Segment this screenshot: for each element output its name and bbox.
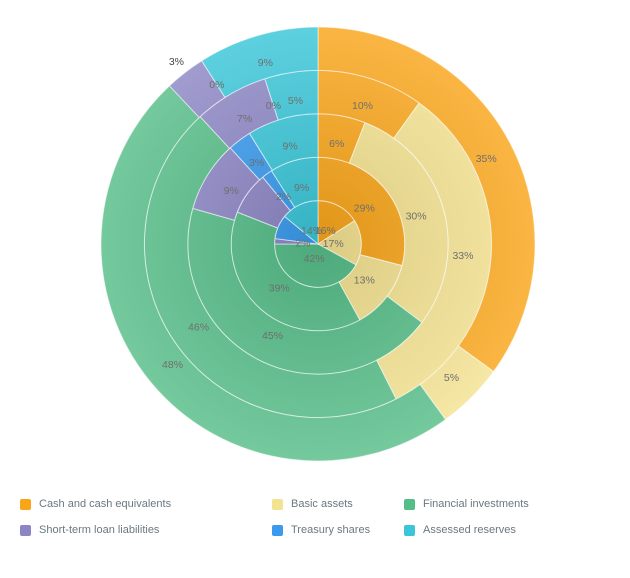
legend-label: Basic assets [291,498,353,510]
legend-label: Assessed reserves [423,524,516,536]
pie-chart-svg: 16%17%42%2%14%29%13%39%2%9%6%30%45%9%3%9… [100,26,536,462]
slice-label: 3% [169,56,184,68]
asset-structure-multi-ring-pie-chart: 16% 17% 42% 2% 14% 29% 13% 39% 2% 9% 6% 30% 45% 9% 3% 9… [100,26,536,462]
pie-slice[interactable] [100,85,447,462]
legend-item-basic-assets[interactable]: Basic assets [272,498,353,510]
legend-swatch-icon [20,498,31,510]
legend-label: Short-term loan liabilities [39,524,160,536]
legend-swatch-icon [404,498,415,510]
pie-slice[interactable] [201,26,319,99]
legend-swatch-icon [272,498,283,510]
legend-item-cash-and-cash-equivalents[interactable]: Cash and cash equivalents [20,498,171,510]
legend-item-assessed-reserves[interactable]: Assessed reserves [404,524,516,536]
legend-item-treasury-shares[interactable]: Treasury shares [272,524,370,536]
legend-swatch-icon [404,524,415,536]
legend-label: Treasury shares [291,524,371,536]
legend-swatch-icon [272,524,283,536]
legend-item-financial-investments[interactable]: Financial investments [404,498,529,510]
legend-item-short-term-loan-liabilities[interactable]: Short-term loan liabilities [20,524,159,536]
legend-label: Financial investments [423,498,529,510]
legend-label: Cash and cash equivalents [39,498,172,510]
legend-swatch-icon [20,524,31,536]
